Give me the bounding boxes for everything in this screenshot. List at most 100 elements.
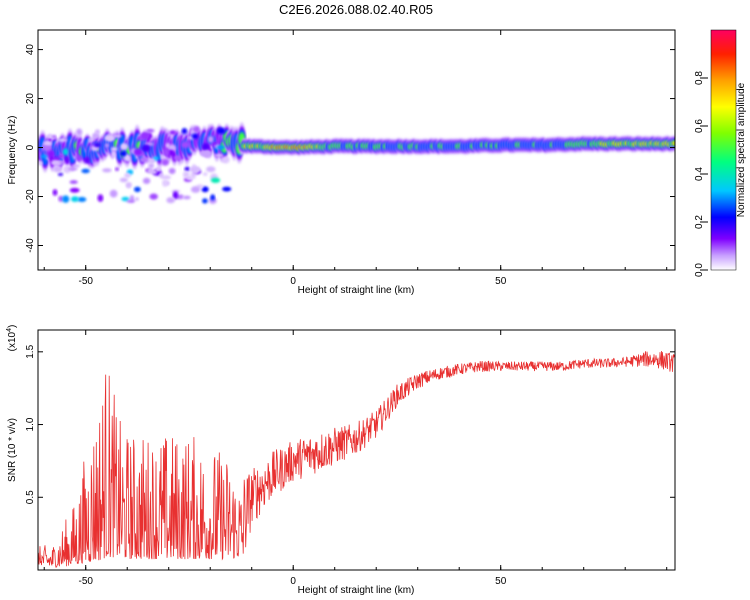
heatmap-cell xyxy=(133,148,143,156)
spectrogram-frame xyxy=(37,29,676,271)
heatmap-cell xyxy=(186,176,194,181)
heatmap-cell xyxy=(63,165,72,174)
heatmap-cell xyxy=(81,168,90,174)
heatmap-cell xyxy=(161,175,172,180)
y-tick-label: 1.0 xyxy=(25,417,36,431)
heatmap-cell xyxy=(206,166,216,173)
heatmap-cell xyxy=(210,177,221,183)
heatmap-cell xyxy=(52,189,58,196)
heatmap-cell xyxy=(109,189,118,198)
heatmap-cell xyxy=(62,148,69,156)
heatmap-cell xyxy=(64,155,70,164)
heatmap-cell xyxy=(58,195,64,202)
heatmap-cell xyxy=(159,172,164,179)
heatmap-cell xyxy=(111,150,117,159)
heatmap-cell xyxy=(192,133,199,139)
heatmap-cell xyxy=(183,195,191,200)
heatmap-cell xyxy=(202,198,208,204)
heatmap-cell xyxy=(48,150,55,158)
heatmap-cell xyxy=(93,143,101,147)
snr-y-ticks: 0.5 1.0 1.5 xyxy=(25,344,675,504)
heatmap-cell xyxy=(184,166,190,172)
heatmap-cell xyxy=(147,168,154,174)
heatmap-cell xyxy=(50,159,61,166)
y-tick-label: 20 xyxy=(25,93,36,105)
heatmap-cell xyxy=(88,137,95,142)
heatmap-cell xyxy=(163,148,170,157)
heatmap-cell xyxy=(119,151,127,156)
heatmap-cell xyxy=(95,129,100,135)
heatmap-cell xyxy=(58,141,63,145)
snr-multiplier-exponent: 4 xyxy=(6,328,13,332)
heatmap-cell xyxy=(165,142,170,149)
heatmap-cell xyxy=(161,158,170,166)
heatmap-cell xyxy=(134,186,141,193)
heatmap-cell xyxy=(121,196,130,202)
heatmap-cell xyxy=(202,143,210,151)
heatmap-cell xyxy=(181,141,190,149)
chart-title: C2E6.2026.088.02.40.R05 xyxy=(279,2,433,17)
colorbar-tick-label: 0.4 xyxy=(694,167,705,181)
heatmap-cell xyxy=(40,154,48,158)
spectrogram-x-axis-label: Height of straight line (km) xyxy=(298,285,415,296)
heatmap-cell xyxy=(222,186,232,192)
heatmap-cell xyxy=(168,167,176,175)
heatmap-cell xyxy=(69,187,80,193)
heatmap-cell xyxy=(57,172,64,176)
heatmap-cell xyxy=(62,195,70,203)
heatmap-cell xyxy=(71,164,81,168)
x-tick-label: -50 xyxy=(78,276,93,287)
heatmap-cell xyxy=(207,135,214,143)
y-tick-label: 0 xyxy=(25,144,36,150)
spectrogram-x-ticks: -50 0 50 xyxy=(43,30,668,287)
snr-x-axis-label: Height of straight line (km) xyxy=(298,585,415,596)
colorbar-gradient xyxy=(710,29,737,271)
heatmap-cell xyxy=(119,177,128,183)
heatmap-cell xyxy=(194,125,200,133)
heatmap-cell xyxy=(76,155,82,162)
svg-text:(x104): (x104) xyxy=(6,325,18,352)
y-tick-label: 0.5 xyxy=(25,490,36,504)
x-tick-label: 0 xyxy=(290,576,296,587)
x-tick-label: 50 xyxy=(495,576,507,587)
heatmap-cell xyxy=(216,145,225,150)
snr-y-axis-label: SNR (10 * v/v) xyxy=(7,418,18,482)
heatmap-cell xyxy=(141,144,151,152)
snr-multiplier-close: ) xyxy=(7,325,18,328)
x-tick-label: 0 xyxy=(290,276,296,287)
spectrogram-heatmap xyxy=(38,122,675,204)
snr-series-line xyxy=(38,350,675,568)
y-tick-label: 40 xyxy=(25,44,36,56)
heatmap-cell xyxy=(182,171,190,178)
heatmap-cell xyxy=(70,196,79,202)
heatmap-cell xyxy=(115,167,119,172)
y-tick-label: -20 xyxy=(25,189,36,204)
spectrogram-y-axis-label: Frequency (Hz) xyxy=(7,116,18,185)
snr-y-multiplier: (x104) xyxy=(6,325,18,352)
heatmap-cell xyxy=(123,154,131,162)
snr-multiplier-prefix: (x10 xyxy=(7,331,18,351)
heatmap-cell xyxy=(155,166,161,172)
heatmap-cell xyxy=(167,149,175,156)
heatmap-cell xyxy=(120,143,128,151)
heatmap-cell xyxy=(146,129,155,133)
heatmap-cell xyxy=(76,128,83,136)
heatmap-cell xyxy=(102,168,112,173)
colorbar-tick-label: 0.2 xyxy=(694,215,705,229)
colorbar-tick-label: 0.6 xyxy=(694,119,705,133)
x-tick-label: 50 xyxy=(495,276,507,287)
heatmap-cell xyxy=(104,143,110,148)
heatmap-cell xyxy=(57,154,65,159)
heatmap-cell xyxy=(222,156,230,164)
spectrogram-y-ticks: -40 -20 0 20 40 xyxy=(25,44,675,253)
heatmap-cell xyxy=(190,186,201,193)
heatmap-cell xyxy=(142,177,151,184)
heatmap-cell xyxy=(53,165,62,173)
heatmap-cell xyxy=(149,193,158,200)
heatmap-cell xyxy=(104,134,114,142)
heatmap-cell xyxy=(169,130,177,135)
snr-x-ticks: -50 0 50 xyxy=(43,330,668,587)
heatmap-cell xyxy=(672,141,675,145)
heatmap-cell xyxy=(97,194,104,202)
colorbar-label: Normalized spectral amplitude xyxy=(736,82,747,217)
